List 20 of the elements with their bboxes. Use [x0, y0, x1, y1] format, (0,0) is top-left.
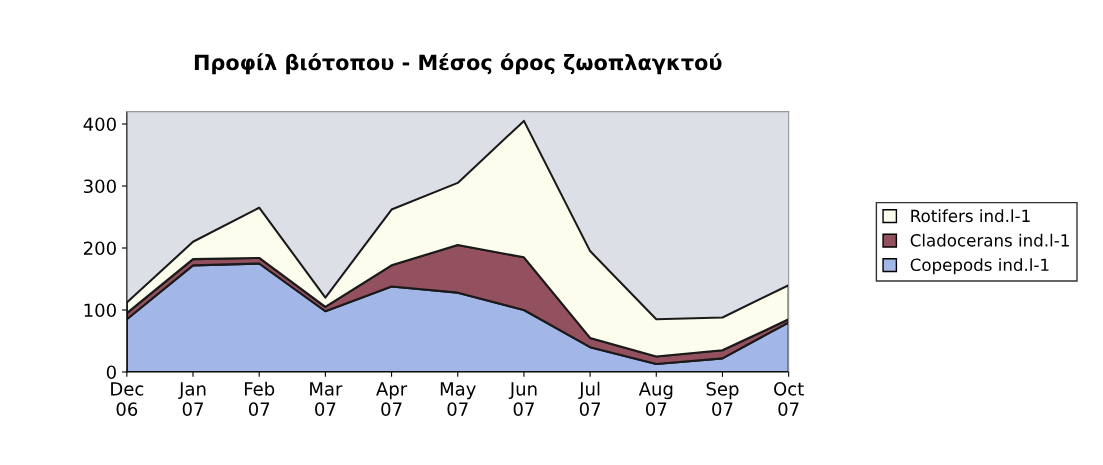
x-tick-label: Sep 07 [706, 382, 739, 416]
x-tick-label: Jul 07 [578, 381, 601, 416]
x-tick-label: Jun 07 [508, 382, 537, 416]
legend-label: Cladocerans ind.l-1 [910, 233, 1069, 247]
x-tick-label: Feb 07 [244, 381, 275, 416]
y-tick-label: 400 [83, 117, 116, 132]
x-tick-label: May 07 [440, 382, 476, 416]
x-tick-label: Dec 06 [111, 382, 144, 416]
y-tick-label: 0 [106, 365, 116, 380]
x-tick-label: Apr 07 [376, 382, 408, 416]
y-tick-label: 100 [84, 303, 116, 318]
x-tick-label: Aug 07 [638, 382, 673, 416]
chart-title: Προφίλ βιότοπου - Μέσος όρος ζωοπλαγκτού [194, 53, 722, 75]
y-tick-label: 200 [83, 241, 116, 256]
legend-label: Copepods ind.l-1 [910, 258, 1049, 275]
y-tick-label: 300 [84, 179, 116, 194]
x-tick-label: Mar 07 [310, 382, 343, 416]
x-tick-label: Oct 07 [774, 382, 804, 416]
x-tick-label: Jan 07 [178, 382, 206, 416]
legend-label: Rotifers ind.l-1 [911, 209, 1030, 223]
